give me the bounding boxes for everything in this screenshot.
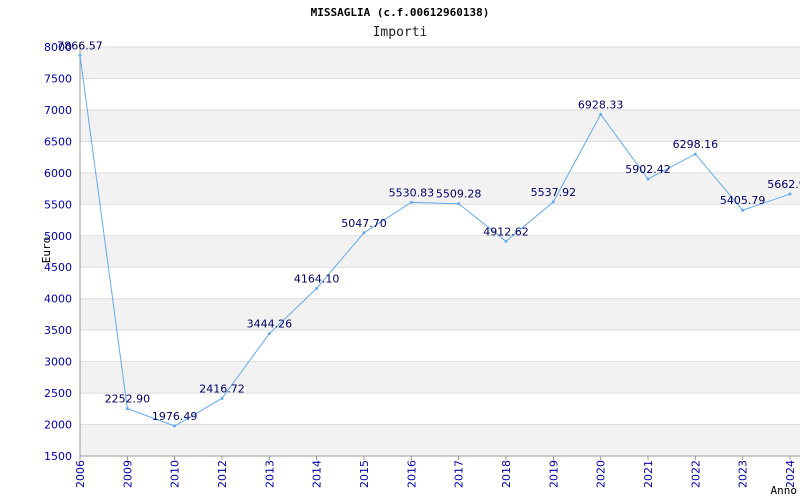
- data-point: [315, 286, 319, 290]
- grid-band: [80, 361, 800, 394]
- grid-bands: [80, 47, 800, 456]
- data-point: [267, 332, 271, 336]
- data-label: 5662.97: [767, 178, 800, 191]
- data-point: [173, 424, 177, 428]
- grid-band: [80, 47, 800, 79]
- x-tick-label: 2024: [784, 460, 797, 488]
- x-tick-label: 2021: [642, 460, 655, 488]
- x-tick-label: 2015: [358, 460, 371, 488]
- data-label: 2252.90: [105, 393, 151, 406]
- chart-title: MISSAGLIA (c.f.00612960138): [310, 6, 490, 19]
- axes: [79, 42, 800, 460]
- y-tick-label: 7000: [44, 104, 72, 117]
- x-tick-label: 2020: [595, 460, 608, 488]
- data-point: [693, 152, 697, 156]
- y-tick-label: 3500: [44, 324, 72, 337]
- y-tick-label: 2500: [44, 387, 72, 400]
- grid-band: [80, 298, 800, 331]
- y-tick-labels: 1500 2000 2500 3000 3500 4000 4500 5000 5500 6000…: [44, 41, 72, 463]
- x-tick-label: 2013: [263, 460, 276, 488]
- series-line-path: [79, 55, 791, 427]
- data-label: 7866.57: [57, 39, 103, 52]
- x-tick-label: 2012: [216, 460, 229, 488]
- y-tick-label: 8000: [44, 41, 72, 54]
- x-tick-label: 2018: [500, 460, 513, 488]
- data-label: 6298.16: [673, 138, 719, 151]
- x-tick-label: 2017: [453, 460, 466, 488]
- x-tick-label: 2022: [689, 460, 702, 488]
- y-tick-label: 5500: [44, 198, 72, 211]
- x-tick-labels: 2006 2009 2010 2012 2013 2014 2015 2016 2017 2018…: [74, 460, 797, 488]
- data-label: 5530.83: [389, 186, 435, 199]
- y-axis-label: Euro: [40, 237, 53, 264]
- x-tick-label: 2014: [311, 460, 324, 488]
- series-line: [78, 53, 792, 428]
- data-label: 3444.26: [247, 318, 293, 331]
- data-point: [125, 407, 129, 411]
- x-axis-label: Anno: [771, 484, 798, 497]
- grid-lines: [80, 46, 800, 457]
- y-tick-label: 2000: [44, 419, 72, 432]
- data-point: [220, 396, 224, 400]
- data-point: [788, 192, 792, 196]
- data-point: [504, 239, 508, 243]
- data-label: 1976.49: [152, 410, 198, 423]
- grid-band: [80, 424, 800, 456]
- data-label: 5509.28: [436, 188, 482, 201]
- x-tick-label: 2016: [405, 460, 418, 488]
- data-point: [409, 200, 413, 204]
- data-label: 5537.92: [531, 186, 577, 199]
- data-point: [362, 231, 366, 235]
- x-tick-label: 2010: [169, 460, 182, 488]
- x-tick-label: 2006: [74, 460, 87, 488]
- data-point: [646, 177, 650, 181]
- data-label: 5047.70: [341, 217, 387, 230]
- data-label: 2416.72: [199, 382, 245, 395]
- y-tick-label: 5000: [44, 230, 72, 243]
- data-label: 6928.33: [578, 98, 624, 111]
- data-point: [78, 53, 82, 57]
- x-tick-label: 2019: [547, 460, 560, 488]
- y-tick-label: 3000: [44, 356, 72, 369]
- data-point: [741, 208, 745, 212]
- y-tick-label: 4500: [44, 261, 72, 274]
- y-tick-label: 6000: [44, 167, 72, 180]
- y-tick-label: 6500: [44, 135, 72, 148]
- data-label: 5902.42: [625, 163, 671, 176]
- grid-band: [80, 235, 800, 268]
- data-point: [457, 202, 461, 206]
- grid-band: [80, 172, 800, 205]
- y-tick-label: 1500: [44, 450, 72, 463]
- data-point: [599, 112, 603, 116]
- data-point: [551, 200, 555, 204]
- x-tick-label: 2009: [121, 460, 134, 488]
- data-label: 4912.62: [483, 225, 529, 238]
- chart-subtitle: Importi: [372, 25, 428, 40]
- data-label: 4164.10: [294, 272, 340, 285]
- y-tick-label: 4000: [44, 293, 72, 306]
- y-tick-label: 7500: [44, 72, 72, 85]
- x-tick-label: 2023: [737, 460, 750, 488]
- data-label: 5405.79: [720, 194, 766, 207]
- grid-band: [80, 109, 800, 142]
